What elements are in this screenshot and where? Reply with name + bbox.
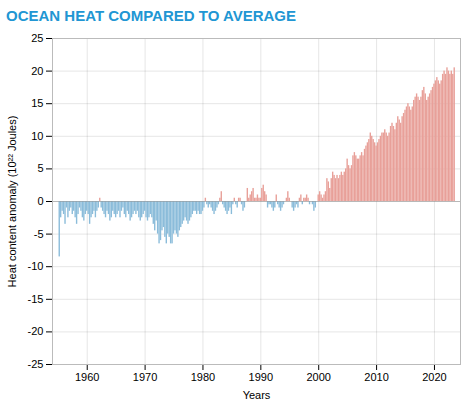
- svg-text:1970: 1970: [133, 371, 157, 383]
- svg-text:1960: 1960: [75, 371, 99, 383]
- svg-text:1980: 1980: [191, 371, 215, 383]
- svg-text:15: 15: [31, 97, 43, 109]
- svg-text:2010: 2010: [364, 371, 388, 383]
- svg-text:2000: 2000: [306, 371, 330, 383]
- html-text:OCEAN HEAT COMPARED TO AVERAGE: OCEAN HEAT COMPARED TO AVERAGE: [6, 7, 296, 24]
- svg-text:-5: -5: [34, 228, 44, 240]
- svg-text:20: 20: [31, 65, 43, 77]
- svg-text:Years: Years: [243, 389, 271, 401]
- svg-text:-20: -20: [28, 325, 44, 337]
- svg-text:Heat content anomaly (10²² Jou: Heat content anomaly (10²² Joules): [6, 116, 18, 288]
- svg-text:1990: 1990: [249, 371, 273, 383]
- svg-text:10: 10: [31, 130, 43, 142]
- svg-text:-15: -15: [28, 293, 44, 305]
- svg-text:2020: 2020: [422, 371, 446, 383]
- svg-text:-10: -10: [28, 260, 44, 272]
- svg-text:-25: -25: [28, 358, 44, 370]
- svg-text:5: 5: [37, 162, 43, 174]
- svg-text:25: 25: [31, 32, 43, 44]
- svg-text:0: 0: [37, 195, 43, 207]
